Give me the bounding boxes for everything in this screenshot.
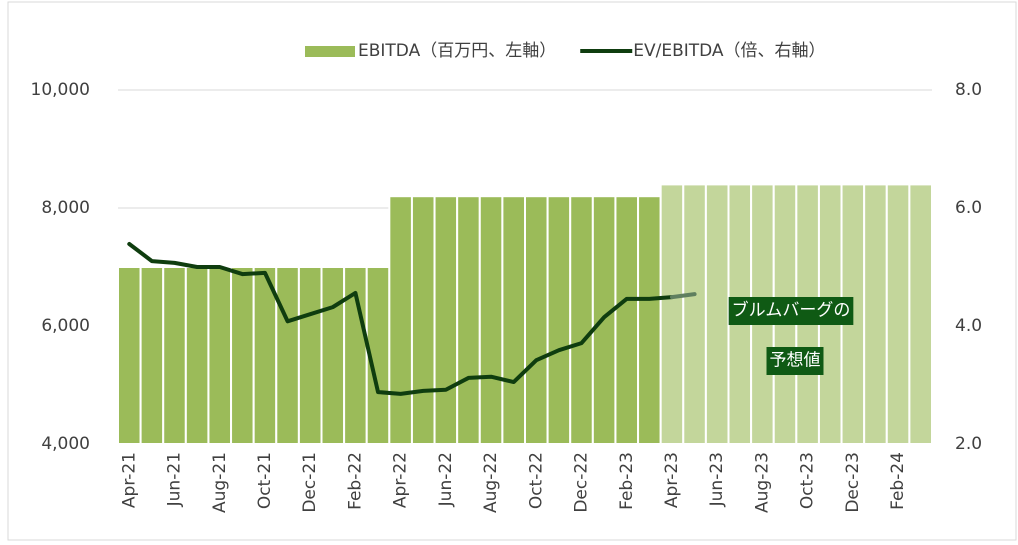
- annotation: ブルムバーグの: [728, 297, 854, 325]
- x-tick-label: Jun-23: [707, 452, 727, 507]
- x-tick-label: Apr-23: [662, 452, 682, 508]
- bar: [885, 183, 911, 445]
- y-tick-label: 6,000: [41, 316, 90, 336]
- bar: [863, 183, 888, 445]
- bar: [637, 195, 662, 445]
- x-tick-label: Oct-22: [526, 452, 546, 509]
- x-tick-label: Oct-21: [255, 452, 275, 509]
- bar: [501, 195, 526, 445]
- annotation-text: 予想値: [770, 351, 821, 371]
- y2-tick-label: 8.0: [955, 80, 982, 100]
- line: [127, 241, 674, 396]
- legend-label: EV/EBITDA（倍、右軸）: [633, 41, 825, 61]
- y-tick-label: 4,000: [41, 434, 90, 454]
- annotation: 予想値: [766, 347, 824, 375]
- y2-tick-label: 2.0: [955, 434, 982, 454]
- x-tick-label: Dec-22: [572, 452, 592, 513]
- bar: [184, 266, 210, 445]
- x-tick-label: Jun-22: [436, 452, 456, 507]
- y2-tick-label: 6.0: [955, 198, 982, 218]
- bar: [433, 195, 459, 445]
- chart-frame: [7, 1, 1017, 541]
- bar: [908, 183, 934, 445]
- bar: [275, 266, 300, 445]
- legend-swatch: [305, 46, 355, 57]
- x-tick-label: Feb-23: [617, 452, 637, 510]
- y2-tick-label: 4.0: [955, 316, 982, 336]
- bar: [388, 195, 413, 445]
- x-tick-label: Dec-21: [300, 452, 320, 513]
- x-tick-label: Feb-24: [888, 452, 908, 510]
- line: [669, 292, 697, 300]
- bar: [524, 195, 549, 445]
- annotation-box: [766, 347, 824, 375]
- bar: [117, 266, 142, 445]
- bar: [162, 266, 187, 445]
- bar: [410, 195, 436, 445]
- bar: [704, 183, 730, 445]
- bar: [682, 183, 707, 445]
- bar: [659, 183, 685, 445]
- x-tick-label: Apr-21: [119, 452, 139, 508]
- x-tick-label: Aug-21: [210, 452, 230, 513]
- x-tick-label: Oct-23: [798, 452, 818, 509]
- bar: [478, 195, 504, 445]
- bar: [297, 266, 323, 445]
- annotation-text: ブルムバーグの: [732, 300, 851, 321]
- bar: [614, 195, 640, 445]
- y-tick-label: 10,000: [31, 80, 90, 100]
- bar: [546, 195, 572, 445]
- x-tick-label: Aug-22: [481, 452, 501, 513]
- annotation-box: [728, 297, 854, 325]
- bar: [456, 195, 481, 445]
- x-tick-label: Dec-23: [843, 452, 863, 513]
- y-tick-label: 8,000: [41, 198, 90, 218]
- bar: [207, 266, 233, 445]
- bar: [139, 266, 165, 445]
- x-tick-label: Apr-22: [391, 452, 411, 508]
- bar: [230, 266, 255, 445]
- legend-label: EBITDA（百万円、左軸）: [358, 41, 556, 61]
- bar: [320, 266, 346, 445]
- x-tick-label: Feb-22: [345, 452, 365, 510]
- bar: [569, 195, 594, 445]
- x-tick-label: Jun-21: [165, 452, 185, 507]
- x-tick-label: Aug-23: [752, 452, 772, 513]
